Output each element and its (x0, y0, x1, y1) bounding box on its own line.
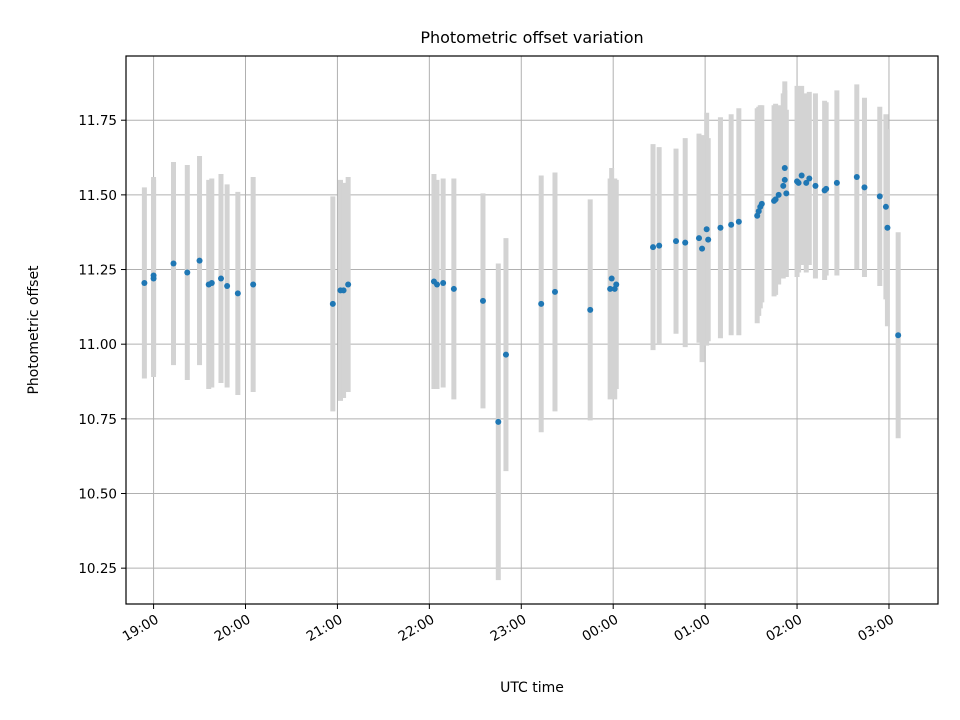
data-point (775, 191, 782, 198)
plot-frame (125, 55, 939, 605)
data-point (783, 190, 790, 197)
data-point (345, 281, 352, 288)
data-point (217, 275, 224, 282)
data-point (861, 184, 868, 191)
data-points (141, 164, 902, 425)
data-point (717, 224, 724, 231)
data-point (781, 164, 788, 171)
y-tick-label: 11.00 (78, 337, 117, 353)
data-point (495, 418, 502, 425)
data-point (440, 279, 447, 286)
data-point (780, 182, 787, 189)
data-point (803, 179, 810, 186)
grid (126, 56, 938, 604)
data-point (735, 218, 742, 225)
data-point (208, 279, 215, 286)
data-point (823, 185, 830, 192)
data-point (695, 235, 702, 242)
y-tick-label: 11.25 (78, 263, 117, 279)
data-point (882, 203, 889, 210)
y-axis-label: Photometric offset (26, 265, 42, 395)
y-tick-label: 10.75 (78, 412, 117, 428)
data-point (551, 288, 558, 295)
data-point (812, 182, 819, 189)
chart-title: Photometric offset variation (420, 28, 643, 47)
data-point (538, 300, 545, 307)
data-point (141, 279, 148, 286)
data-point (833, 179, 840, 186)
data-point (656, 242, 663, 249)
data-point (699, 245, 706, 252)
data-point (798, 172, 805, 179)
y-axis-ticks: 10.25 10.50 10.75 11.00 11.25 11.50 11.75 (78, 113, 126, 577)
data-point (170, 260, 177, 267)
data-point (613, 281, 620, 288)
data-point (340, 287, 347, 294)
data-point (250, 281, 257, 288)
data-point (795, 179, 802, 186)
data-point (728, 221, 735, 228)
data-point (853, 173, 860, 180)
data-point (673, 238, 680, 245)
y-tick-label: 11.75 (78, 113, 117, 129)
data-point (150, 272, 157, 279)
y-tick-label: 10.25 (78, 561, 117, 577)
data-point (434, 281, 441, 288)
data-point (884, 224, 891, 231)
data-point (608, 275, 615, 282)
data-point (184, 269, 191, 276)
y-tick-label: 10.50 (78, 487, 117, 503)
data-point (234, 290, 241, 297)
data-point (224, 282, 231, 289)
data-point (587, 306, 594, 313)
y-tick-label: 11.50 (78, 188, 117, 204)
data-point (650, 244, 657, 251)
data-point (876, 193, 883, 200)
data-point (196, 257, 203, 264)
data-point (329, 300, 336, 307)
data-point (479, 297, 486, 304)
data-point (806, 175, 813, 182)
data-point (607, 285, 614, 292)
data-point (502, 351, 509, 358)
data-point (895, 332, 902, 339)
data-point (758, 200, 765, 207)
data-point (772, 196, 779, 203)
data-point (781, 176, 788, 183)
data-point (705, 236, 712, 243)
x-axis-label: UTC time (500, 680, 564, 696)
data-point (703, 226, 710, 233)
data-point (682, 239, 689, 246)
data-point (450, 285, 457, 292)
